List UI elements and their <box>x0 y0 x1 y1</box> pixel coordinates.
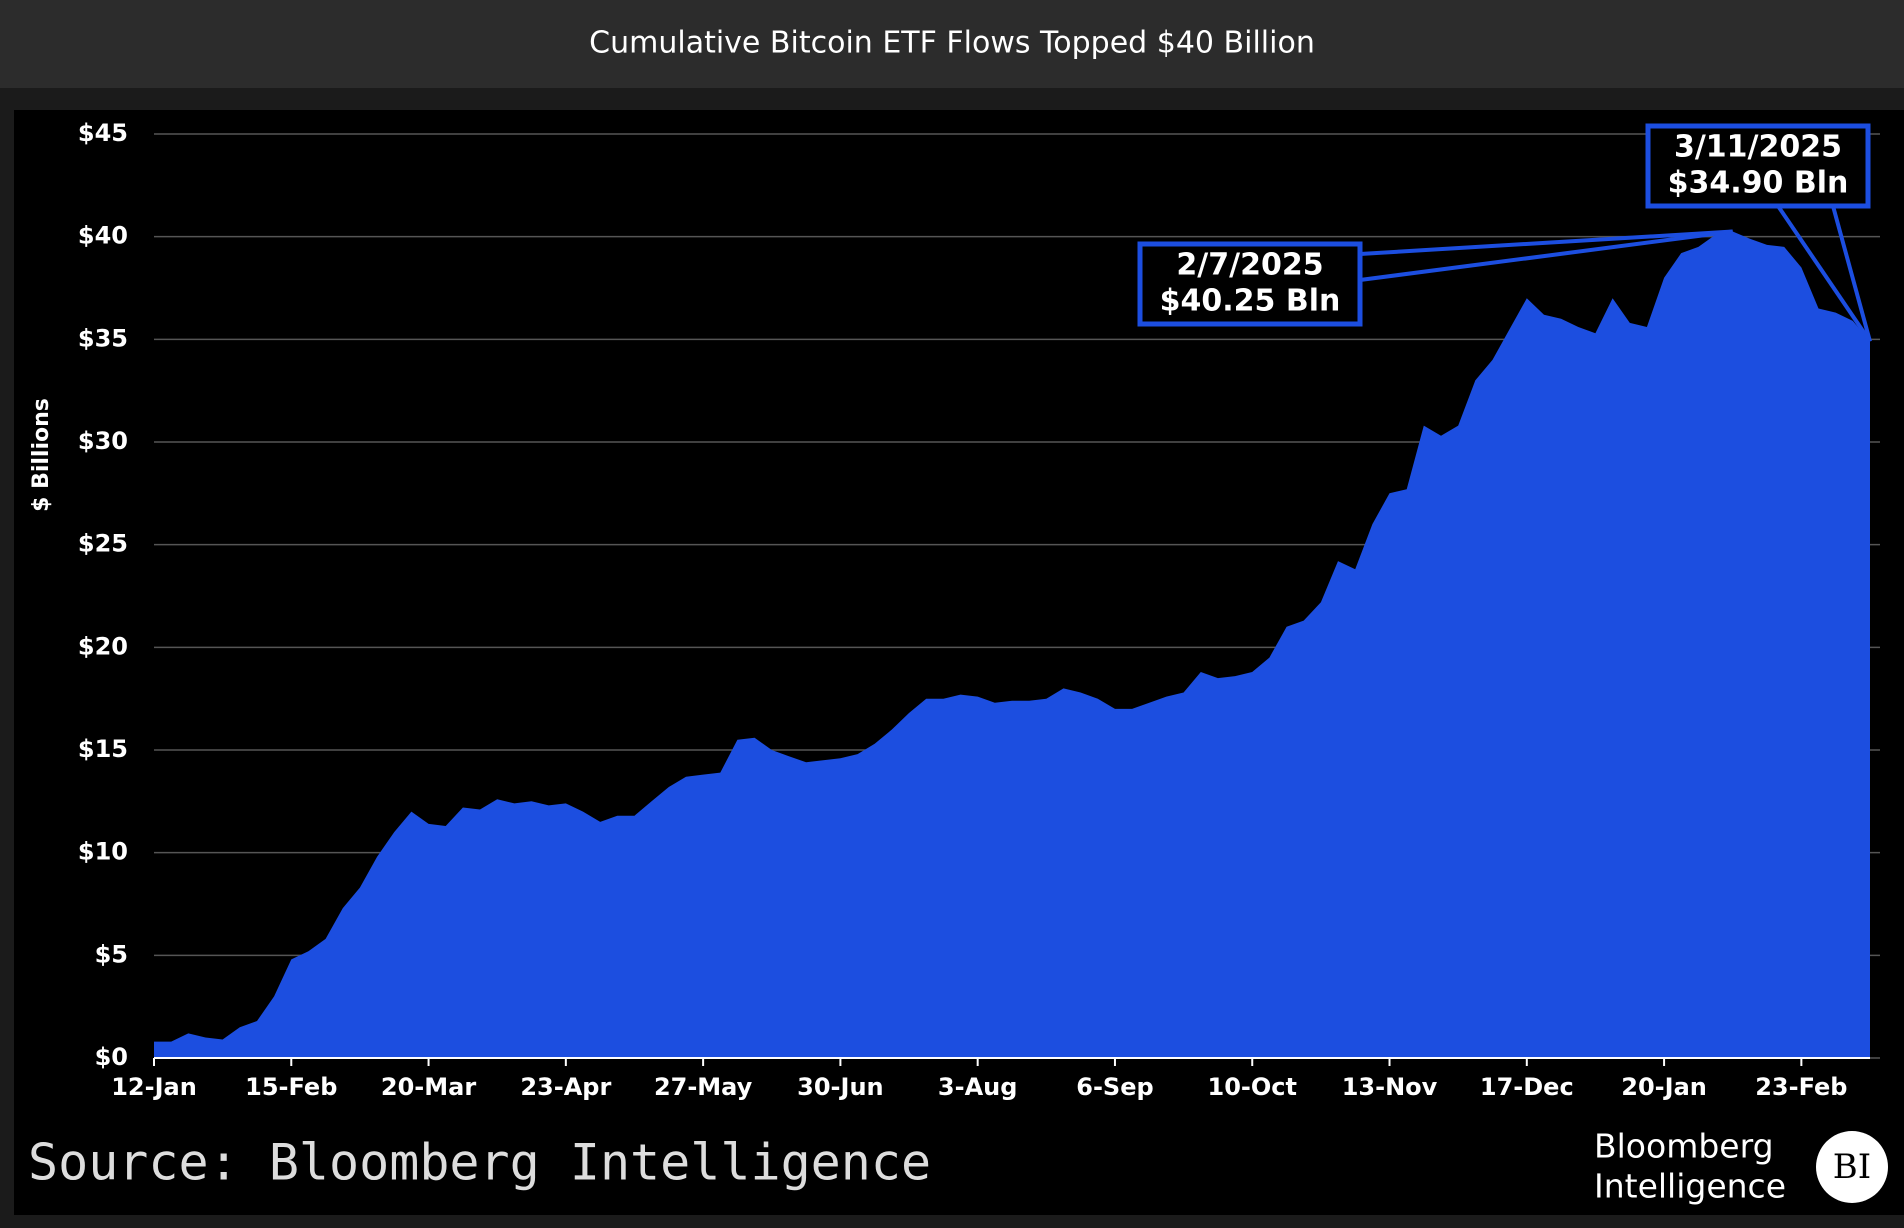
annotation-leader <box>1359 229 1733 256</box>
x-tick-label: 12-Jan <box>111 1073 197 1101</box>
y-tick-label: $45 <box>78 119 128 147</box>
y-tick-label: $40 <box>78 222 128 250</box>
annotation-value: $40.25 Bln <box>1160 284 1341 319</box>
x-tick-label: 6-Sep <box>1076 1073 1153 1101</box>
area <box>154 231 1870 1058</box>
y-tick-label: $30 <box>78 427 128 455</box>
annotation-value: $34.90 Bln <box>1668 166 1849 201</box>
x-tick-label: 20-Mar <box>381 1073 476 1101</box>
y-tick-label: $5 <box>95 940 128 968</box>
x-tick-label: 23-Apr <box>520 1073 611 1101</box>
y-tick-label: $35 <box>78 324 128 352</box>
y-tick-label: $10 <box>78 838 128 866</box>
brand-line: Bloomberg <box>1594 1127 1774 1166</box>
y-axis-title: $ Billions <box>29 398 54 512</box>
annotation-date: 3/11/2025 <box>1674 130 1842 165</box>
y-tick-label: $15 <box>78 735 128 763</box>
x-tick-label: 23-Feb <box>1755 1073 1847 1101</box>
y-tick-label: $20 <box>78 632 128 660</box>
x-tick-label: 3-Aug <box>938 1073 1018 1101</box>
x-tick-label: 13-Nov <box>1342 1073 1438 1101</box>
annotation-leader <box>1776 204 1872 343</box>
annotation-box <box>1137 241 1363 327</box>
x-tick-label: 20-Jan <box>1621 1073 1707 1101</box>
x-tick-label: 17-Dec <box>1480 1073 1574 1101</box>
chart-title: Cumulative Bitcoin ETF Flows Topped $40 … <box>589 26 1315 61</box>
annotation-leader <box>1831 205 1872 342</box>
brand-line: Intelligence <box>1594 1167 1786 1206</box>
y-tick-label: $25 <box>78 530 128 558</box>
x-tick-label: 10-Oct <box>1208 1073 1297 1101</box>
logo-circle <box>1816 1131 1888 1203</box>
x-tick-label: 30-Jun <box>797 1073 883 1101</box>
title-bar <box>0 0 1904 88</box>
source-note: Source: Bloomberg Intelligence <box>28 1134 931 1192</box>
x-tick-label: 15-Feb <box>245 1073 337 1101</box>
annotation-leader <box>1359 229 1733 282</box>
annotation-date: 2/7/2025 <box>1176 248 1323 283</box>
y-tick-label: $0 <box>95 1043 128 1071</box>
x-tick-label: 27-May <box>654 1073 753 1101</box>
logo: BI <box>1833 1147 1871 1187</box>
annotation-box <box>1645 123 1871 209</box>
